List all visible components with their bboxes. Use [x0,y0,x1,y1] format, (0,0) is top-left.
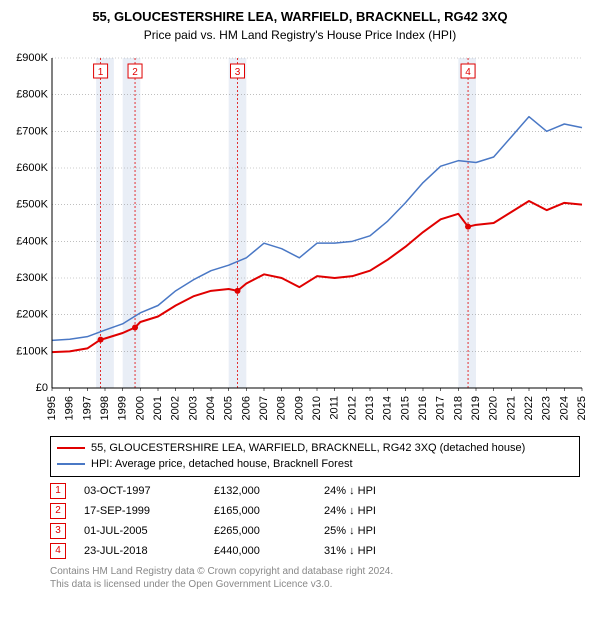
event-date: 01-JUL-2005 [84,525,214,537]
event-date: 03-OCT-1997 [84,485,214,497]
event-delta: 24% ↓ HPI [324,485,376,497]
svg-text:£0: £0 [36,382,48,394]
svg-text:2: 2 [132,67,138,78]
event-marker: 4 [50,543,66,559]
event-row: 3 01-JUL-2005£265,00025% ↓ HPI [50,523,580,539]
legend-label: 55, GLOUCESTERSHIRE LEA, WARFIELD, BRACK… [91,440,525,457]
events-table: 1 03-OCT-1997£132,00024% ↓ HPI 2 17-SEP-199… [50,483,580,559]
svg-text:2014: 2014 [382,396,394,420]
svg-text:1999: 1999 [117,396,129,420]
legend-swatch [57,463,85,465]
svg-text:2020: 2020 [488,396,500,420]
chart-container: £0 £100K £200K £300K £400K £500K £600K £700K £80… [10,48,590,428]
svg-text:2023: 2023 [541,396,553,420]
event-date: 23-JUL-2018 [84,545,214,557]
attribution: Contains HM Land Registry data © Crown c… [50,565,580,591]
svg-text:£300K: £300K [16,272,48,284]
svg-text:£200K: £200K [16,308,48,320]
attrib-line1: Contains HM Land Registry data © Crown c… [50,565,580,578]
attrib-line2: This data is licensed under the Open Gov… [50,578,580,591]
event-price: £440,000 [214,545,324,557]
legend-item: HPI: Average price, detached house, Brac… [57,456,573,473]
event-price: £265,000 [214,525,324,537]
svg-text:2005: 2005 [223,396,235,420]
legend-swatch [57,447,85,449]
svg-text:3: 3 [235,67,241,78]
svg-text:£900K: £900K [16,52,48,64]
svg-text:1995: 1995 [46,396,58,420]
svg-text:2025: 2025 [576,396,588,420]
svg-text:2024: 2024 [558,396,570,420]
svg-text:2001: 2001 [152,396,164,420]
event-date: 17-SEP-1999 [84,505,214,517]
event-marker: 2 [50,503,66,519]
svg-text:2011: 2011 [329,396,341,420]
svg-text:2010: 2010 [311,396,323,420]
event-delta: 25% ↓ HPI [324,525,376,537]
svg-text:4: 4 [465,67,471,78]
svg-text:2013: 2013 [364,396,376,420]
event-delta: 24% ↓ HPI [324,505,376,517]
svg-text:2012: 2012 [346,396,358,420]
chart-title-line2: Price paid vs. HM Land Registry's House … [10,28,590,42]
svg-text:2003: 2003 [187,396,199,420]
svg-text:2006: 2006 [240,396,252,420]
legend-item: 55, GLOUCESTERSHIRE LEA, WARFIELD, BRACK… [57,440,573,457]
legend-label: HPI: Average price, detached house, Brac… [91,456,353,473]
svg-text:2002: 2002 [170,396,182,420]
event-price: £165,000 [214,505,324,517]
svg-text:1: 1 [98,67,104,78]
svg-text:2022: 2022 [523,396,535,420]
svg-text:2018: 2018 [452,396,464,420]
svg-text:£100K: £100K [16,345,48,357]
event-price: £132,000 [214,485,324,497]
svg-text:2008: 2008 [276,396,288,420]
svg-text:2019: 2019 [470,396,482,420]
price-chart: £0 £100K £200K £300K £400K £500K £600K £700K £80… [10,48,590,428]
event-delta: 31% ↓ HPI [324,545,376,557]
svg-text:£800K: £800K [16,88,48,100]
legend-box: 55, GLOUCESTERSHIRE LEA, WARFIELD, BRACK… [50,436,580,477]
svg-text:1997: 1997 [81,396,93,420]
event-marker: 1 [50,483,66,499]
chart-title-line1: 55, GLOUCESTERSHIRE LEA, WARFIELD, BRACK… [10,8,590,26]
svg-text:2015: 2015 [399,396,411,420]
svg-text:2009: 2009 [293,396,305,420]
event-row: 1 03-OCT-1997£132,00024% ↓ HPI [50,483,580,499]
svg-text:£500K: £500K [16,198,48,210]
svg-text:2004: 2004 [205,396,217,420]
svg-text:1996: 1996 [64,396,76,420]
svg-text:2007: 2007 [258,396,270,420]
svg-text:£700K: £700K [16,125,48,137]
event-row: 2 17-SEP-1999£165,00024% ↓ HPI [50,503,580,519]
svg-text:2000: 2000 [134,396,146,420]
svg-text:1998: 1998 [99,396,111,420]
svg-text:2017: 2017 [435,396,447,420]
svg-text:2016: 2016 [417,396,429,420]
svg-text:£600K: £600K [16,162,48,174]
svg-text:2021: 2021 [505,396,517,420]
event-row: 4 23-JUL-2018£440,00031% ↓ HPI [50,543,580,559]
svg-text:£400K: £400K [16,235,48,247]
event-marker: 3 [50,523,66,539]
